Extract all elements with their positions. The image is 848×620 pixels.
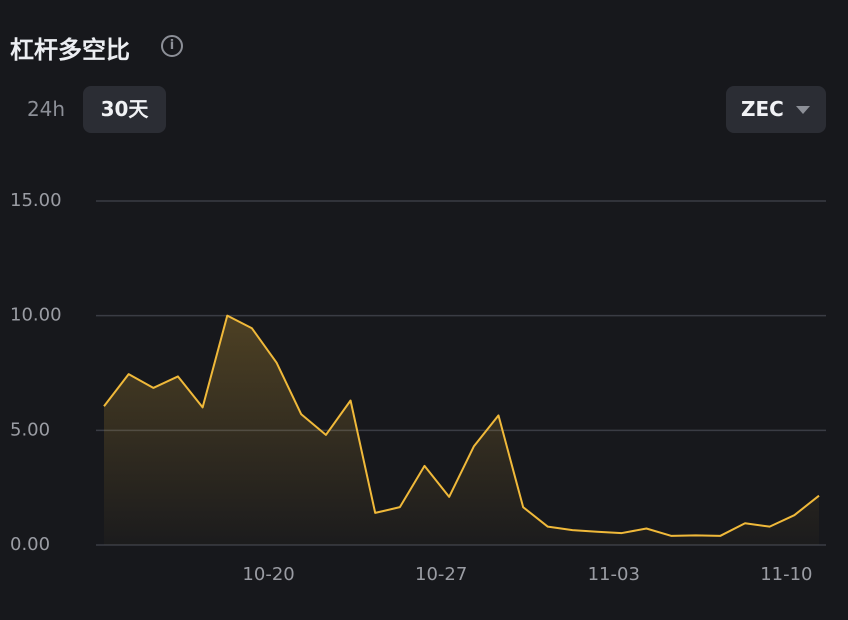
line [103,314,820,537]
y-tick-label: 5.00 [10,419,50,440]
info-icon[interactable]: i [161,35,183,57]
x-tick-label: 10-20 [242,564,294,585]
x-tick-label: 10-27 [415,564,467,585]
y-tick-label: 0.00 [10,534,50,555]
y-tick-label: 10.00 [10,305,62,326]
title: 杠杆多空比 [10,36,130,64]
y-tick-label: 15.00 [10,190,62,211]
coin-selector[interactable]: ZEC [726,86,826,133]
x-tick-label: 11-03 [588,564,640,585]
caret [796,106,810,114]
x-tick-label: 11-10 [760,564,812,585]
tab-active[interactable]: 30天 [83,86,166,133]
area [104,315,819,545]
tab[interactable]: 24h [26,97,66,121]
selector-label: ZEC [741,97,784,121]
